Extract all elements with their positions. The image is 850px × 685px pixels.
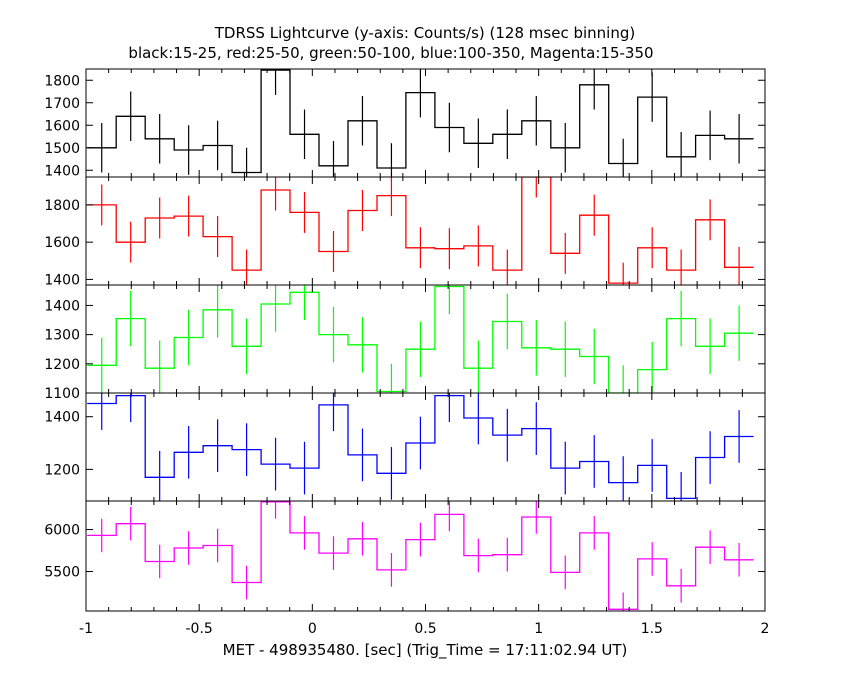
- y-tick-label: 1400: [44, 163, 80, 179]
- x-tick-label: 0: [308, 621, 317, 637]
- y-tick-label: 1300: [44, 328, 80, 344]
- y-tick-label: 1400: [44, 410, 80, 426]
- y-tick-label: 1200: [44, 462, 80, 478]
- panel-frame: [85, 176, 766, 286]
- y-tick-label: 6000: [44, 523, 80, 539]
- x-tick-label: 2: [761, 621, 770, 637]
- panel-4: 5500 6000: [44, 500, 766, 612]
- panel-data: [87, 501, 754, 611]
- y-tick-label: 1800: [44, 73, 80, 89]
- x-tick-label: 1: [534, 621, 543, 637]
- panel-frame: [85, 284, 766, 394]
- chart-subtitle: black:15-25, red:25-50, green:50-100, bl…: [128, 44, 653, 62]
- y-tick-label: 1400: [44, 298, 80, 314]
- chart-title: TDRSS Lightcurve (y-axis: Counts/s) (128…: [214, 24, 635, 42]
- y-tick-label: 1400: [44, 272, 80, 288]
- x-tick-label: -1: [79, 621, 93, 637]
- panel-frame: [85, 68, 766, 178]
- y-tick-label: 1800: [44, 198, 80, 214]
- y-tick-label: 1100: [44, 386, 80, 402]
- panel-data: [87, 393, 754, 501]
- panel-1: 1400 1600 1800: [44, 176, 766, 288]
- panel-frame: [85, 500, 766, 612]
- y-tick-label: 1600: [44, 118, 80, 134]
- x-tick-label: 1.5: [641, 621, 663, 637]
- x-tick-label: -0.5: [186, 621, 213, 637]
- y-tick-label: 1200: [44, 357, 80, 373]
- panels-group: 1400150016001700180014001600180011001200…: [44, 68, 766, 612]
- panel-data: [87, 285, 754, 393]
- y-tick-label: 1500: [44, 141, 80, 157]
- y-tick-label: 1700: [44, 96, 80, 112]
- panel-data: [87, 177, 754, 285]
- panel-3: 1200 1400: [44, 392, 766, 502]
- y-tick-label: 5500: [44, 565, 80, 581]
- x-axis: -1 -0.5 0 0.5 1 1.5 2: [79, 621, 769, 637]
- x-tick-label: 0.5: [414, 621, 436, 637]
- panel-2: 1100 1200 1300 1400: [44, 284, 766, 402]
- panel-0: 1400 1500 1600 1700 1800: [44, 68, 766, 179]
- panel-frame: [85, 392, 766, 502]
- panel-data: [87, 69, 754, 177]
- x-axis-label: MET - 498935480. [sec] (Trig_Time = 17:1…: [223, 641, 628, 660]
- y-tick-label: 1600: [44, 235, 80, 251]
